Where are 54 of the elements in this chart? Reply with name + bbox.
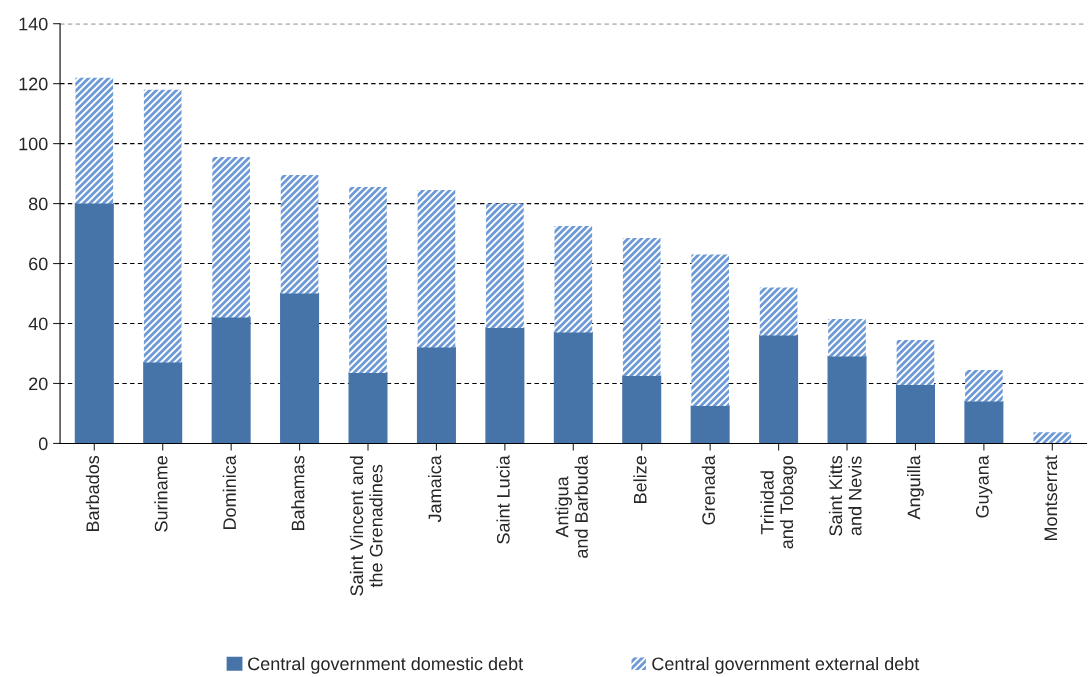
bar xyxy=(348,372,388,444)
legend-label: Central government external debt xyxy=(652,656,920,674)
y-tick-label: 120 xyxy=(19,77,48,91)
bar xyxy=(1033,432,1072,444)
x-tick-label: Dominica xyxy=(222,455,236,530)
x-tick-label: Trinidad and Tobago xyxy=(760,455,797,549)
x-tick-label: Saint Lucia xyxy=(496,455,510,544)
bar xyxy=(74,202,114,444)
bar xyxy=(690,405,730,444)
y-tick-label: 100 xyxy=(19,137,48,151)
bar xyxy=(554,226,593,333)
y-tick-label: 60 xyxy=(29,257,48,271)
bar xyxy=(280,175,319,294)
bar xyxy=(553,331,593,444)
bar xyxy=(895,384,935,444)
x-tick-label: Bahamas xyxy=(291,455,305,531)
bar xyxy=(485,327,525,444)
x-tick-label: Guyana xyxy=(975,455,993,518)
bar xyxy=(964,400,1004,444)
bar xyxy=(622,238,661,376)
bar xyxy=(691,254,729,406)
bar xyxy=(143,89,182,363)
bar xyxy=(349,187,387,373)
x-tick-label: Montserrat xyxy=(1044,455,1058,541)
y-tick-label: 0 xyxy=(38,437,48,451)
bar xyxy=(622,375,662,444)
bar xyxy=(211,316,251,444)
bar xyxy=(143,361,183,444)
x-tick-label: Grenada xyxy=(701,455,716,525)
bar xyxy=(417,190,456,348)
x-tick-label: Belize xyxy=(633,456,647,503)
bar xyxy=(759,334,799,444)
legend-label: Central government domestic debt xyxy=(248,656,524,674)
x-tick-label: Suriname xyxy=(154,456,168,532)
x-tick-label: Saint Vincent and the Grenadines xyxy=(349,456,383,596)
bar xyxy=(280,292,320,444)
x-tick-label: Antigua and Barbuda xyxy=(555,455,588,558)
bar xyxy=(759,287,798,336)
x-tick-label: Barbados xyxy=(85,455,100,532)
bar xyxy=(75,77,114,204)
bar xyxy=(486,203,524,329)
bar xyxy=(212,157,250,318)
y-tick-label: 140 xyxy=(19,17,48,31)
y-tick-label: 80 xyxy=(28,197,48,211)
x-tick-label: Jamaica xyxy=(428,455,442,523)
bar xyxy=(827,355,867,444)
bar xyxy=(416,346,456,444)
bar xyxy=(828,319,866,357)
x-tick-label: Anguilla xyxy=(907,455,924,520)
y-tick-label: 40 xyxy=(28,317,48,331)
x-tick-label: Saint Kitts and Nevis xyxy=(828,455,862,536)
y-tick-label: 20 xyxy=(29,377,48,391)
bar xyxy=(896,340,935,385)
bar xyxy=(965,369,1003,402)
